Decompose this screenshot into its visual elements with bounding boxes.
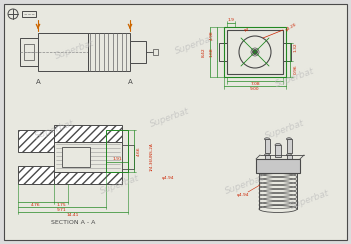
Bar	[62, 147, 90, 167]
Bar	[38, 33, 88, 71]
Text: 1.75: 1.75	[56, 203, 66, 207]
Bar	[106, 130, 128, 172]
Text: 14.41: 14.41	[67, 213, 79, 217]
Bar	[224, 27, 286, 77]
Ellipse shape	[265, 154, 270, 156]
Bar	[283, 43, 291, 61]
Text: φ4.20: φ4.20	[285, 22, 297, 32]
Text: 9.71: 9.71	[57, 208, 67, 212]
Text: Superbat: Superbat	[274, 67, 316, 89]
Bar	[18, 166, 54, 184]
Bar	[54, 172, 122, 184]
Text: SECTION A - A: SECTION A - A	[51, 221, 95, 225]
Bar	[122, 145, 134, 169]
Bar	[265, 155, 270, 169]
Circle shape	[252, 50, 258, 54]
Bar	[265, 139, 270, 153]
Bar	[18, 130, 54, 152]
Text: φ1: φ1	[244, 28, 250, 32]
Text: 7.08: 7.08	[250, 82, 260, 86]
Text: 0.96: 0.96	[294, 64, 298, 74]
Text: Superbat: Superbat	[99, 174, 141, 196]
Text: A: A	[35, 79, 40, 85]
Bar	[286, 139, 291, 153]
Bar	[54, 142, 122, 172]
Bar	[256, 159, 300, 173]
Text: Superbat: Superbat	[289, 189, 331, 211]
Bar	[20, 38, 38, 66]
Text: φ4.94: φ4.94	[237, 193, 249, 197]
Text: Superbat: Superbat	[224, 174, 266, 196]
Ellipse shape	[265, 138, 270, 140]
Bar	[22, 11, 36, 17]
Bar	[219, 43, 227, 61]
Text: Superbat: Superbat	[34, 119, 76, 141]
Bar	[227, 30, 283, 74]
Text: 1.32: 1.32	[294, 43, 298, 52]
Bar	[275, 145, 281, 157]
Text: 1/4-36UNS-2A: 1/4-36UNS-2A	[150, 143, 154, 171]
Ellipse shape	[286, 154, 291, 156]
Text: φ4.94: φ4.94	[162, 176, 174, 180]
Bar	[24, 44, 34, 60]
Bar	[130, 41, 146, 63]
Bar	[54, 125, 122, 142]
Text: 4.66: 4.66	[137, 146, 141, 156]
Text: 1.91: 1.91	[112, 157, 122, 161]
Text: Superbat: Superbat	[174, 34, 216, 56]
Ellipse shape	[286, 138, 291, 140]
Text: Superbat: Superbat	[149, 107, 191, 129]
Text: Superbat: Superbat	[54, 39, 96, 61]
Text: 4.76: 4.76	[31, 203, 41, 207]
Bar	[88, 33, 130, 71]
Text: 1.9: 1.9	[227, 18, 234, 22]
Text: 1.68: 1.68	[210, 47, 214, 57]
Bar	[286, 155, 291, 169]
Text: A: A	[128, 79, 132, 85]
Bar	[153, 49, 158, 55]
Ellipse shape	[275, 143, 281, 146]
Text: 4.98: 4.98	[210, 30, 214, 40]
Text: 9.00: 9.00	[250, 87, 260, 91]
Text: 8.42: 8.42	[202, 47, 206, 57]
Text: Superbat: Superbat	[264, 119, 306, 141]
